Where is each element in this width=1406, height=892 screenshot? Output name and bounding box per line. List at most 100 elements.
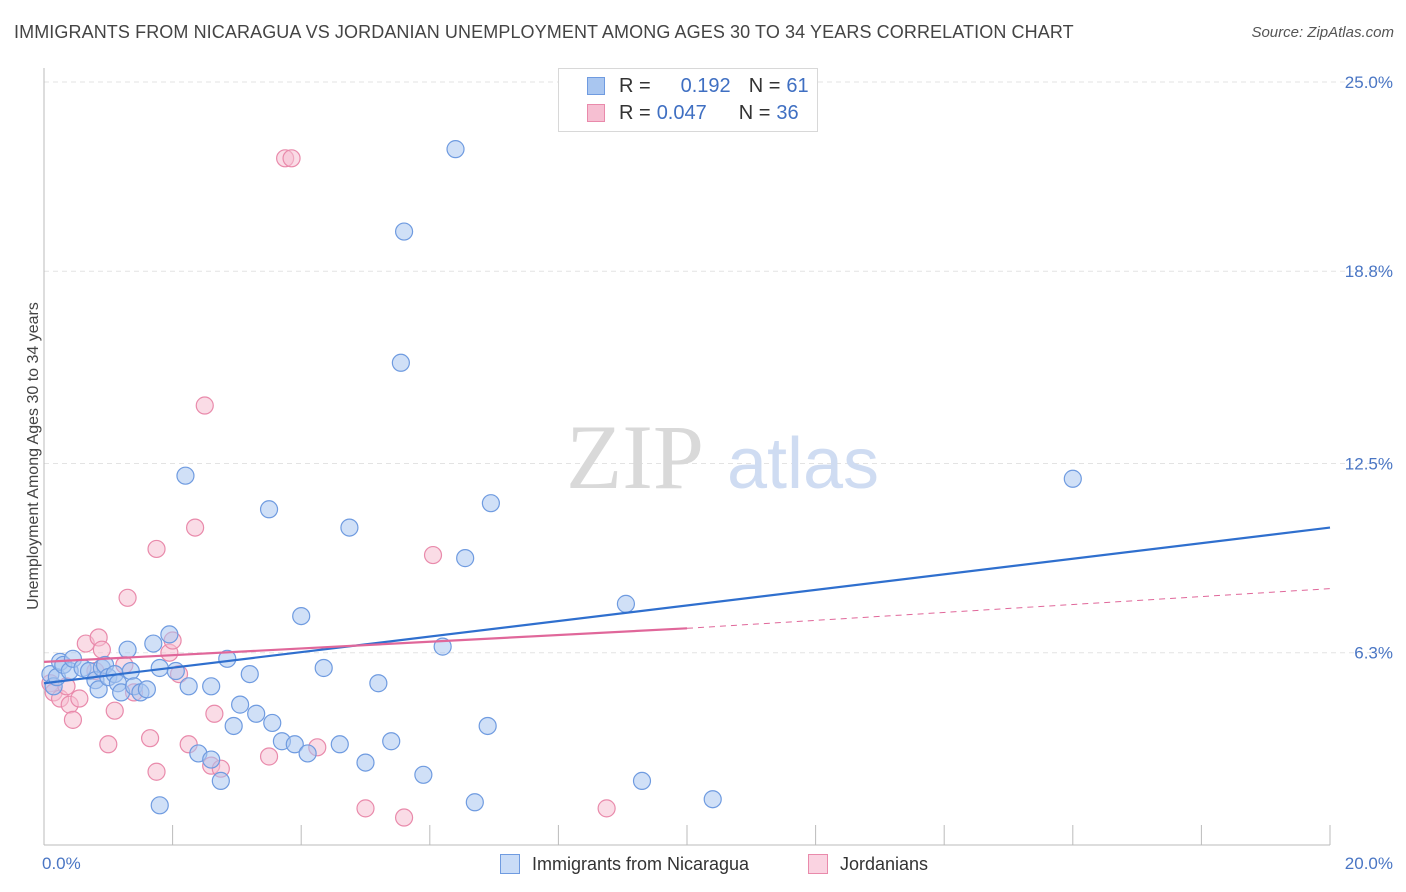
legend-swatch-blue [587,77,605,95]
x-tick-label: 20.0% [1345,854,1393,873]
y-tick-label: 25.0% [1345,73,1393,92]
trend-lines [43,526,1331,685]
data-point-jordanians [63,710,83,729]
data-point-jordanians [118,588,137,607]
legend-row-jordanians: R = 0.047 N = 36 [587,101,799,125]
legend-r-label: R = [619,74,651,97]
data-point-jordanians [597,799,616,818]
data-point-nicaragua [298,744,317,763]
data-point-nicaragua [340,518,359,537]
trend-line-jordanians [43,627,688,663]
data-point-nicaragua [247,704,266,723]
y-tick-labels: 6.3% 12.5% 18.8% 25.0% [1345,73,1393,663]
legend-r-value: 0.192 [680,74,731,97]
data-point-nicaragua [465,793,484,812]
data-point-nicaragua [137,680,156,699]
x-tick-labels: 0.0% 20.0% [42,854,1393,873]
data-point-nicaragua [202,677,221,696]
data-point-jordanians [92,640,111,659]
data-point-nicaragua [414,765,433,784]
data-point-nicaragua [240,664,259,684]
legend-n-label: N = [748,74,781,97]
data-point-nicaragua [382,732,401,751]
data-point-nicaragua [160,625,179,644]
legend-r-label: R = [619,101,651,124]
data-point-nicaragua [166,661,185,681]
data-point-nicaragua [144,634,163,653]
data-point-jordanians [394,808,414,827]
data-point-nicaragua [263,713,282,733]
data-point-nicaragua [1063,469,1082,488]
grid-lines [44,81,1390,654]
data-point-nicaragua [391,353,410,372]
data-point-jordanians [356,799,375,818]
chart-source: Source: ZipAtlas.com [1251,24,1394,41]
trend-line-jordanians-extension [686,588,1331,629]
legend-row-nicaragua: R = 0.192 N = 61 [587,74,809,98]
data-point-nicaragua [292,606,311,626]
data-point-jordanians [140,729,160,748]
data-point-nicaragua [259,500,279,519]
data-point-jordanians [147,762,166,781]
data-point-nicaragua [231,695,250,714]
data-point-nicaragua [369,674,388,693]
data-point-nicaragua [456,549,475,568]
watermark-zip: ZIP [566,406,704,508]
watermark: ZIP atlas [566,406,879,508]
correlation-legend: R = 0.192 N = 61 R = 0.047 N = 36 [558,68,818,132]
data-point-nicaragua [446,140,465,159]
data-point-nicaragua [176,466,195,485]
legend-label: Jordanians [840,853,929,874]
legend-n-label: N = [738,101,771,124]
legend-swatch-pink [587,104,605,122]
legend-swatch-pink [808,854,828,874]
y-axis-title: Unemployment Among Ages 30 to 34 years [25,302,42,610]
data-point-nicaragua [218,649,237,668]
data-point-jordanians [205,704,224,723]
data-point-jordanians [70,689,89,708]
x-tick-label: 0.0% [42,854,81,873]
legend-label: Immigrants from Nicaragua [532,853,750,874]
data-point-nicaragua [356,753,375,772]
bottom-legend-jordanians[interactable]: Jordanians [808,852,928,876]
data-point-nicaragua [616,594,636,613]
y-tick-label: 18.8% [1345,262,1393,281]
trend-line-nicaragua [43,526,1331,685]
axes [43,68,1331,846]
y-tick-label: 12.5% [1345,455,1393,474]
data-point-nicaragua [632,771,652,791]
data-point-jordanians [105,701,124,720]
data-point-nicaragua [202,750,221,769]
data-point-nicaragua [314,658,333,678]
y-tick-label: 6.3% [1354,644,1393,663]
data-point-nicaragua [330,735,349,754]
legend-r-value: 0.047 [656,101,707,124]
series-jordanians-points [41,149,616,827]
data-point-jordanians [195,396,214,415]
watermark-atlas: atlas [727,424,879,504]
data-point-nicaragua [703,790,722,809]
legend-n-value: 61 [786,74,809,97]
series-nicaragua-points [41,140,1082,815]
legend-swatch-blue [500,854,520,874]
data-point-jordanians [99,735,118,754]
data-point-jordanians [282,149,301,168]
data-point-nicaragua [224,716,243,736]
data-point-nicaragua [118,640,137,659]
legend-n-value: 36 [776,101,799,124]
data-point-nicaragua [481,494,500,513]
data-point-jordanians [259,747,279,766]
data-point-jordanians [186,518,205,537]
bottom-legend-nicaragua[interactable]: Immigrants from Nicaragua [500,852,749,876]
data-point-nicaragua [394,222,414,241]
data-point-nicaragua [150,796,169,815]
data-point-nicaragua [89,680,108,699]
data-point-nicaragua [211,771,230,791]
chart-title: IMMIGRANTS FROM NICARAGUA VS JORDANIAN U… [14,22,1074,42]
data-point-nicaragua [179,677,198,696]
data-point-jordanians [147,539,166,559]
data-point-nicaragua [285,735,304,754]
data-point-jordanians [423,545,443,565]
data-point-nicaragua [478,716,497,736]
